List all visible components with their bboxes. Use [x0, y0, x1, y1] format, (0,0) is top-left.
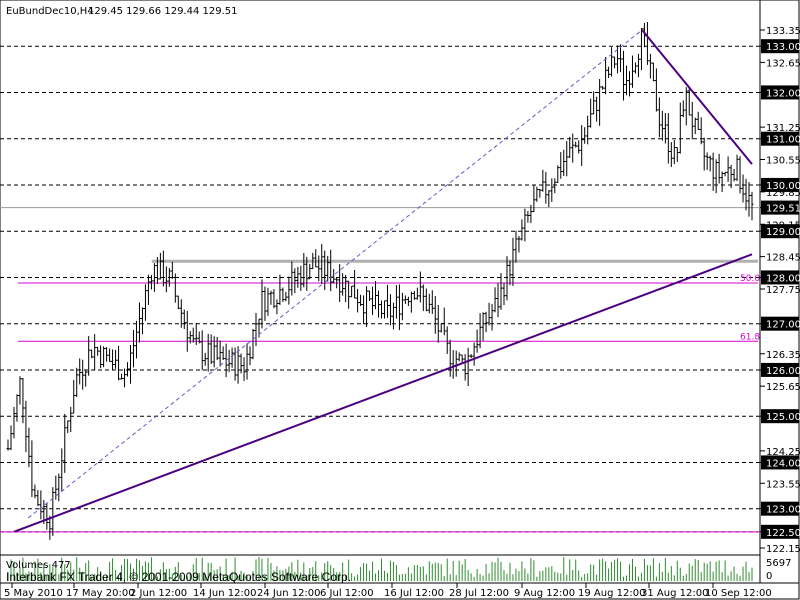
watermark: Interbank FX Trader 4, © 2001-2009 MetaQ… [6, 570, 351, 584]
time-tick-label: 19 Aug 12:00 [578, 588, 645, 599]
price-level-label: 131.00 [766, 135, 800, 146]
time-tick-label: 31 Aug 12:00 [641, 588, 708, 599]
ohlc-label: 129.45 129.66 129.44 129.51 [88, 6, 238, 17]
price-tick-label: 132.65 [766, 58, 800, 69]
price-level-label: 122.50 [766, 528, 800, 539]
price-level-box [761, 455, 799, 470]
price-level-label: 129.00 [766, 227, 800, 238]
time-tick-label: 24 Jun 12:00 [257, 588, 321, 599]
price-level-box [761, 270, 799, 285]
volume-label: Volumes 477 [6, 560, 71, 571]
price-level-label: 132.00 [766, 88, 800, 99]
price-level-label: 126.00 [766, 366, 800, 377]
fib-level-label: 50.0 [740, 274, 760, 284]
time-axis: 5 May 2010 17 May 20:002 Jun 12:00 14 Jun … [4, 583, 772, 599]
price-level-box [761, 39, 799, 54]
price-level-box [761, 85, 799, 100]
volume-min-label: 0 [766, 571, 772, 582]
price-level-box [761, 224, 799, 239]
resistance-trendline [641, 29, 753, 165]
volume-bars [7, 557, 753, 581]
time-tick-label: 6 Jul 12:00 [320, 588, 374, 599]
price-level-label: 133.00 [766, 42, 800, 53]
time-tick-label: 16 Jul 12:00 [384, 588, 444, 599]
price-level-box [761, 177, 799, 192]
horizontal-levels: 50.0 61.8 [0, 259, 760, 533]
support-trendline [13, 253, 753, 533]
price-level-label: 124.00 [766, 458, 800, 469]
price-level-label: 127.00 [766, 320, 800, 331]
time-tick-label: 10 Sep 12:00 [705, 588, 772, 599]
price-tick-label: 123.55 [766, 479, 800, 490]
price-level-box [761, 409, 799, 424]
price-tick-label: 131.25 [766, 123, 800, 134]
trendlines [13, 29, 753, 533]
price-level-box [761, 131, 799, 146]
symbol-label: EuBundDec10,H4 [6, 6, 94, 17]
price-level-label: 125.00 [766, 412, 800, 423]
price-level-box [761, 316, 799, 331]
price-tick-label: 124.25 [766, 447, 800, 458]
price-tick-label: 129.85 [766, 188, 800, 199]
price-level-box [761, 362, 799, 377]
price-tick-label: 130.55 [766, 156, 800, 167]
price-level-box [761, 501, 799, 516]
price-tick-label: 133.35 [766, 26, 800, 37]
time-tick-label: 14 Jun 12:00 [193, 588, 257, 599]
price-tick-label: 127.75 [766, 285, 800, 296]
price-tick-label: 128.45 [766, 253, 800, 264]
time-tick-label: 28 Jul 12:00 [449, 588, 509, 599]
time-tick-label: 5 May 2010 [4, 588, 63, 599]
price-tick-label: 126.35 [766, 350, 800, 361]
price-level-box [761, 524, 799, 539]
price-level-label: 129.51 [766, 204, 800, 215]
price-level-label: 128.00 [766, 273, 800, 284]
time-tick-label: 2 Jun 12:00 [130, 588, 187, 599]
fib-level-label: 61.8 [740, 332, 760, 342]
current-price-box [761, 200, 799, 215]
price-tick-label: 125.65 [766, 382, 800, 393]
volume-max-label: 5697 [766, 558, 791, 569]
time-tick-label: 17 May 20:00 [66, 588, 135, 599]
price-level-label: 123.00 [766, 505, 800, 516]
price-level-label: 130.00 [766, 181, 800, 192]
time-tick-label: 9 Aug 12:00 [514, 588, 575, 599]
price-tick-label: 122.15 [766, 544, 800, 555]
candles [6, 21, 754, 540]
projection-line [27, 29, 643, 519]
